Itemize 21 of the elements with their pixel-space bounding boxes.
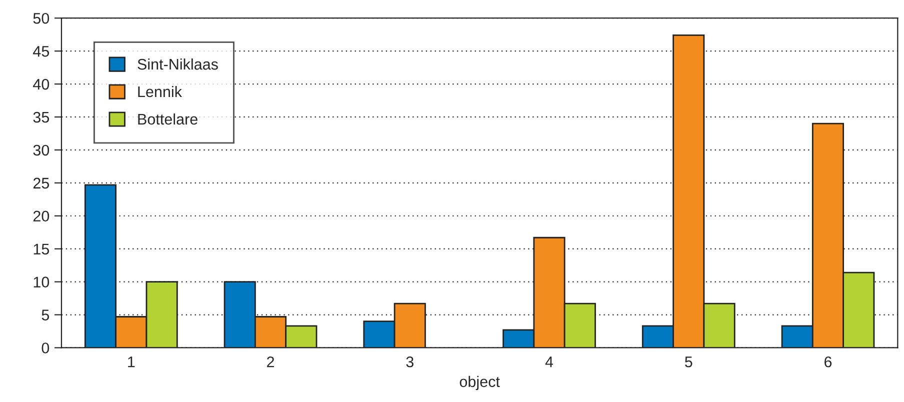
y-tick-label: 20 <box>33 210 50 222</box>
y-tick-label: 35 <box>33 112 50 123</box>
x-tick-label: 1 <box>128 356 135 368</box>
y-tick-label: 15 <box>34 244 50 255</box>
x-tick-label: 6 <box>824 356 832 368</box>
y-tick-label: 0 <box>42 342 50 354</box>
y-tick-label: 30 <box>33 144 50 156</box>
y-tick-label: 45 <box>33 46 50 57</box>
legend-label: Sint-Niklaas <box>138 58 218 70</box>
y-tick-label: 5 <box>42 310 50 320</box>
y-tick-label: 10 <box>34 276 50 288</box>
y-tick-label: 50 <box>33 12 50 24</box>
x-tick-label: 5 <box>684 356 692 368</box>
legend-label: Bottelare <box>138 113 198 125</box>
x-tick-label: 4 <box>545 356 554 368</box>
y-tick-label: 40 <box>33 78 50 90</box>
x-axis-title: object <box>460 376 500 390</box>
y-tick-label: 25 <box>33 178 50 189</box>
legend-label: Lennik <box>138 86 182 98</box>
x-tick-label: 2 <box>267 356 274 368</box>
x-tick-label: 3 <box>406 356 414 368</box>
